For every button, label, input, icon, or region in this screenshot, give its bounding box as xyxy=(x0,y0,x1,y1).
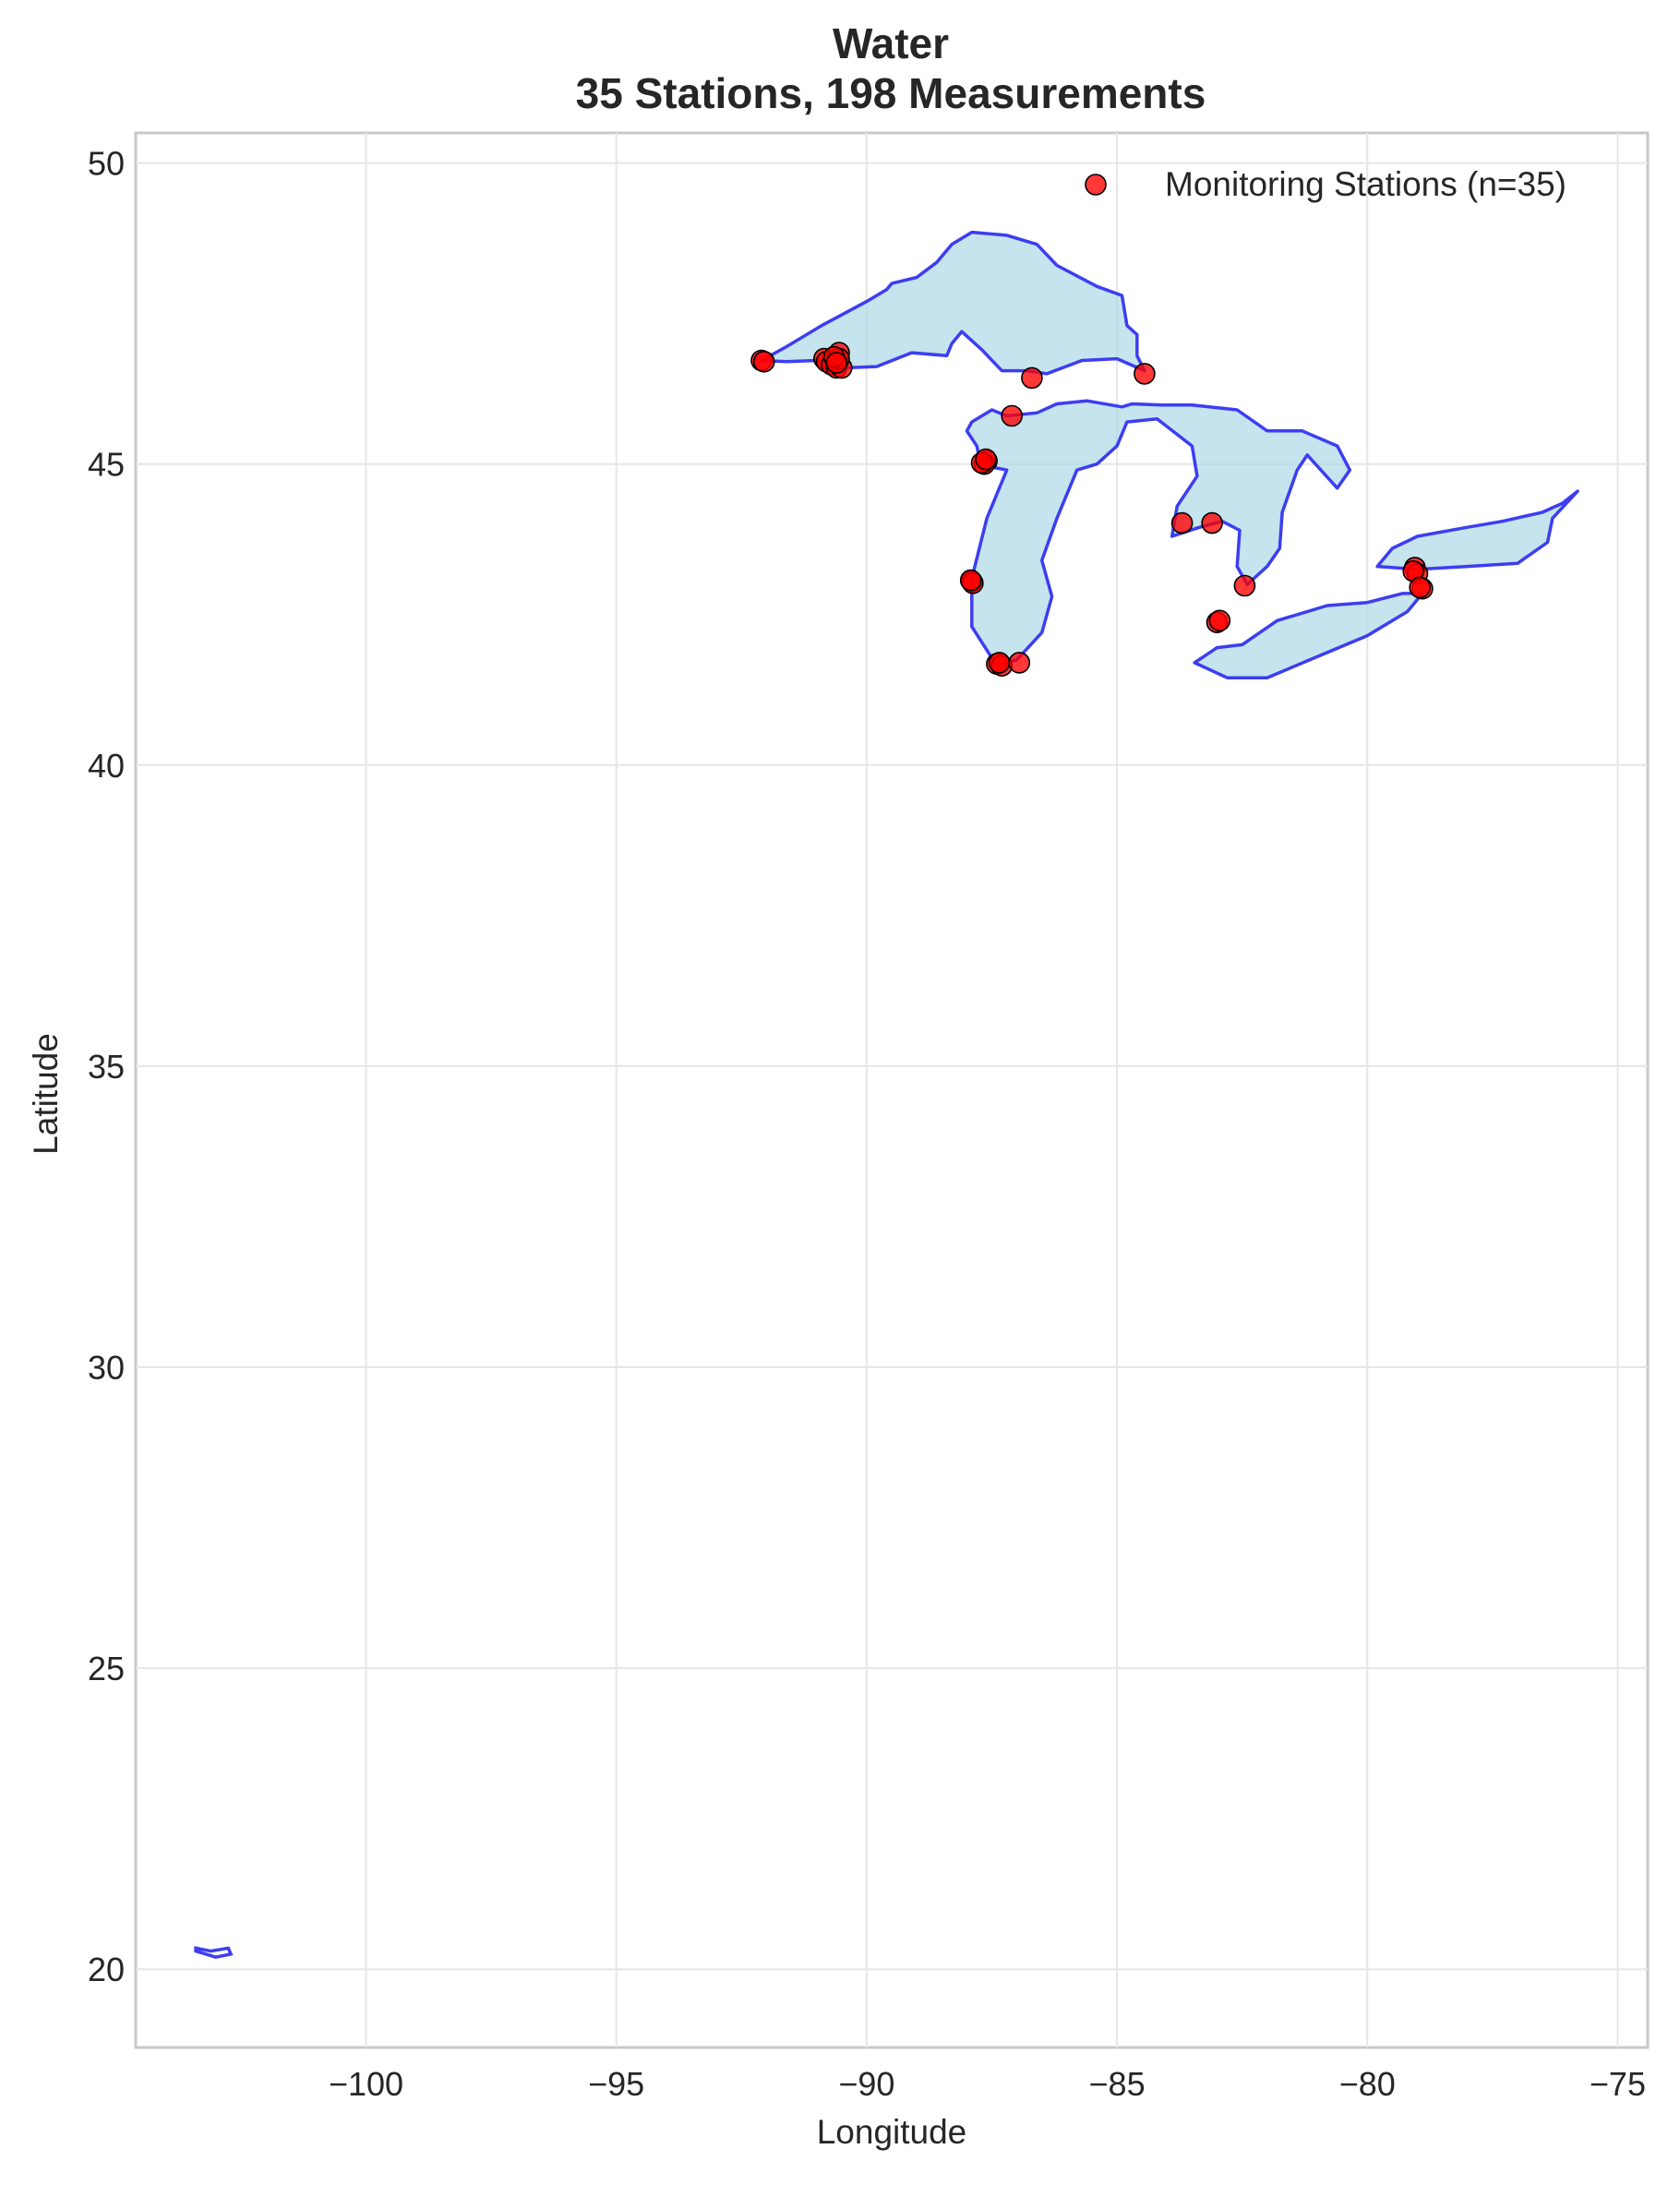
station-point xyxy=(988,652,1011,674)
x-tick-label: −95 xyxy=(588,2065,644,2103)
lake-superior xyxy=(760,230,1146,376)
x-axis-ticks: −100 −95 −90 −85 −80 −75 xyxy=(329,2065,1646,2103)
y-tick-label: 45 xyxy=(88,446,125,484)
x-tick-label: −75 xyxy=(1590,2065,1646,2103)
y-tick-label: 50 xyxy=(88,145,125,183)
station-point xyxy=(752,350,775,373)
grid xyxy=(136,133,1648,2047)
y-axis-label: Latitude xyxy=(27,1033,65,1155)
legend-label: Monitoring Stations (n=35) xyxy=(1165,165,1566,203)
island-outline xyxy=(194,1946,234,1960)
lake-michigan-huron xyxy=(965,399,1352,667)
lake-ontario xyxy=(1375,489,1579,571)
y-tick-label: 35 xyxy=(88,1048,125,1086)
station-point xyxy=(1001,404,1023,427)
y-axis-ticks: 20 25 30 35 40 45 50 xyxy=(88,145,125,1989)
y-tick-label: 30 xyxy=(88,1349,125,1387)
x-axis-label: Longitude xyxy=(817,2113,967,2151)
plot-area xyxy=(134,131,1650,2049)
x-tick-label: −100 xyxy=(329,2065,403,2103)
y-tick-label: 40 xyxy=(88,747,125,785)
legend-marker xyxy=(1085,174,1107,196)
station-point xyxy=(975,448,997,471)
station-point xyxy=(1021,366,1043,390)
lake-map xyxy=(194,230,1579,1960)
legend: Monitoring Stations (n=35) xyxy=(1085,165,1566,203)
y-tick-label: 20 xyxy=(88,1951,125,1988)
station-point xyxy=(959,569,982,592)
station-point xyxy=(825,352,848,374)
station-point xyxy=(1409,576,1431,599)
chart-title: Water xyxy=(833,19,949,67)
station-point xyxy=(1233,574,1256,597)
y-tick-label: 25 xyxy=(88,1650,125,1687)
station-point xyxy=(1208,609,1231,632)
stations-layer xyxy=(750,342,1434,678)
chart-subtitle: 35 Stations, 198 Measurements xyxy=(576,69,1206,117)
station-point xyxy=(1134,363,1156,385)
station-point xyxy=(1008,652,1031,674)
station-point xyxy=(1170,511,1194,534)
station-point xyxy=(1201,511,1223,534)
x-tick-label: −80 xyxy=(1339,2065,1396,2103)
x-tick-label: −85 xyxy=(1089,2065,1146,2103)
x-tick-label: −90 xyxy=(838,2065,894,2103)
